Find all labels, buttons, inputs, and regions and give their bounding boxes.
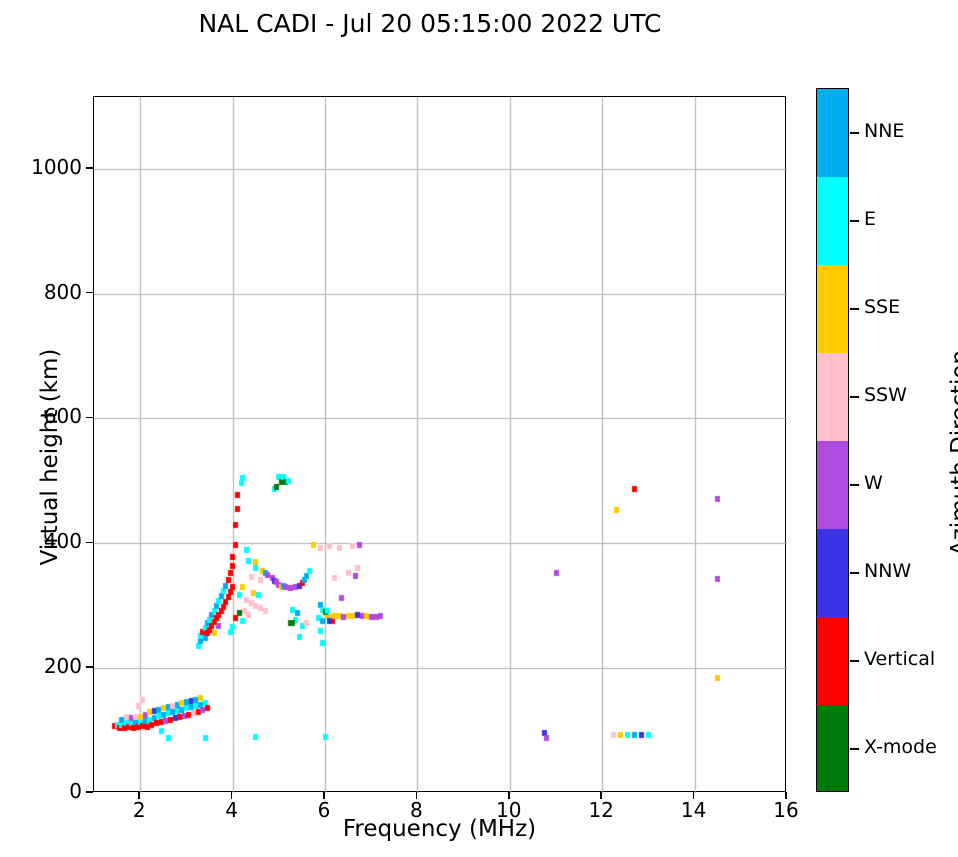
y-tick-mark bbox=[86, 666, 93, 668]
colorbar-label-w: W bbox=[864, 472, 883, 494]
colorbar-tick bbox=[850, 220, 859, 222]
y-tick-mark bbox=[86, 791, 93, 793]
colorbar-segment bbox=[817, 617, 848, 706]
x-tick-mark bbox=[323, 792, 325, 799]
x-axis-label: Frequency (MHz) bbox=[342, 816, 537, 842]
colorbar-label-sse: SSE bbox=[864, 296, 901, 318]
x-tick-mark bbox=[785, 792, 787, 799]
colorbar-tick bbox=[850, 748, 859, 750]
x-tick-label: 2 bbox=[132, 798, 146, 822]
x-tick-mark bbox=[138, 792, 140, 799]
plot-area bbox=[93, 96, 787, 793]
x-tick-label: 12 bbox=[588, 798, 614, 822]
colorbar-tick bbox=[850, 484, 859, 486]
colorbar-tick bbox=[850, 660, 859, 662]
x-tick-label: 6 bbox=[317, 798, 331, 822]
colorbar-tick bbox=[850, 396, 859, 398]
y-tick-mark bbox=[86, 291, 93, 294]
colorbar-label-nne: NNE bbox=[864, 120, 905, 142]
colorbar bbox=[816, 88, 849, 792]
y-tick-label: 0 bbox=[69, 779, 82, 803]
colorbar-segment bbox=[817, 353, 848, 442]
colorbar-label-vertical: Vertical bbox=[864, 648, 936, 670]
page-title: NAL CADI - Jul 20 05:15:00 2022 UTC bbox=[198, 9, 662, 38]
x-tick-mark bbox=[508, 792, 510, 799]
y-tick-mark bbox=[86, 541, 93, 544]
colorbar-segment bbox=[817, 529, 848, 618]
colorbar-segment bbox=[817, 705, 848, 791]
ionogram-scatter-canvas bbox=[94, 97, 787, 793]
colorbar-tick bbox=[850, 572, 859, 574]
colorbar-tick bbox=[850, 132, 859, 134]
colorbar-segment bbox=[817, 89, 848, 178]
x-tick-label: 16 bbox=[773, 798, 799, 822]
x-tick-mark bbox=[692, 792, 695, 799]
colorbar-segment bbox=[817, 441, 848, 530]
x-tick-label: 4 bbox=[225, 798, 238, 822]
y-tick-mark bbox=[86, 416, 93, 419]
y-tick-label: 800 bbox=[43, 279, 82, 304]
y-tick-label: 200 bbox=[43, 654, 82, 679]
y-tick-label: 1000 bbox=[31, 154, 82, 179]
colorbar-label-ssw: SSW bbox=[864, 384, 907, 406]
x-tick-mark bbox=[415, 792, 418, 799]
colorbar-title: Azimuth Direction bbox=[947, 350, 958, 556]
colorbar-label-x-mode: X-mode bbox=[864, 736, 937, 758]
y-tick-mark bbox=[86, 166, 93, 169]
y-tick-label: 600 bbox=[43, 404, 82, 429]
x-tick-mark bbox=[230, 792, 233, 799]
x-tick-label: 14 bbox=[680, 798, 707, 822]
x-tick-label: 8 bbox=[410, 798, 423, 822]
colorbar-label-nnw: NNW bbox=[864, 560, 912, 582]
colorbar-segment bbox=[817, 265, 848, 354]
x-tick-label: 10 bbox=[496, 798, 522, 822]
colorbar-label-e: E bbox=[864, 208, 877, 230]
colorbar-segment bbox=[817, 177, 848, 266]
colorbar-tick bbox=[850, 308, 859, 310]
x-tick-mark bbox=[600, 792, 602, 799]
y-tick-label: 400 bbox=[43, 529, 82, 554]
y-axis-label: Virtual height (km) bbox=[37, 348, 63, 566]
